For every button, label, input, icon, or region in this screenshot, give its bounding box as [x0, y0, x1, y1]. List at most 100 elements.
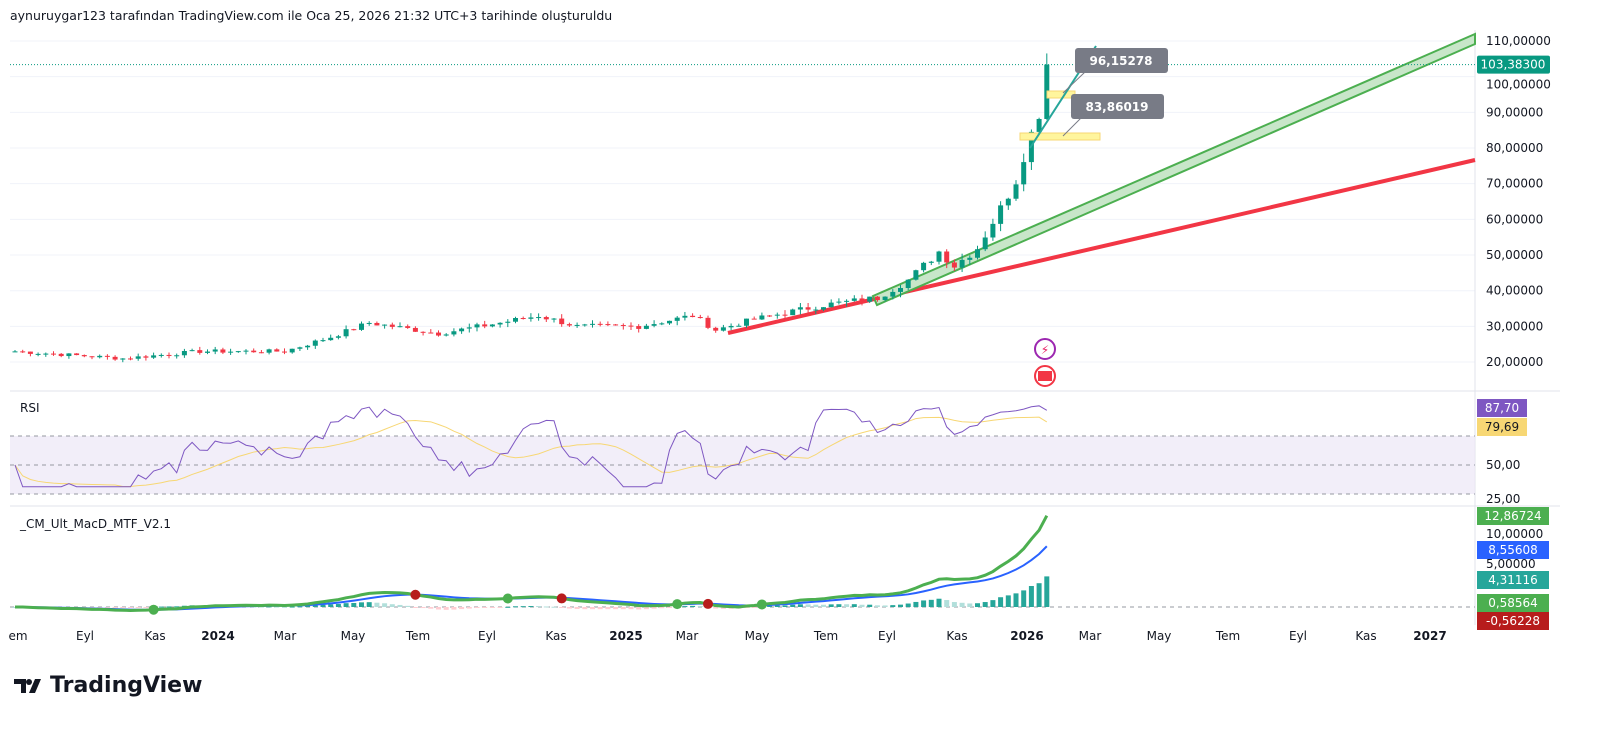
rsi-ma-line	[14, 416, 1048, 488]
tradingview-logo[interactable]: TradingView	[14, 673, 202, 698]
candle	[81, 355, 87, 357]
time-tick: 2025	[609, 629, 642, 643]
candle	[74, 353, 80, 356]
candle	[1013, 184, 1019, 199]
candle	[143, 356, 149, 358]
time-tick: Mar	[274, 629, 297, 643]
callout-box	[1075, 48, 1168, 73]
macd-histogram-bar	[667, 607, 672, 608]
macd-histogram-bar	[320, 604, 326, 607]
macd-histogram-bar	[790, 604, 796, 607]
macd-cross-dot	[148, 604, 159, 615]
macd-histogram-bar	[867, 604, 873, 607]
macd-histogram-bar	[359, 602, 364, 607]
macd-histogram-bar	[297, 606, 303, 608]
macd-histogram-bar	[382, 603, 388, 607]
macd-value-tag	[1477, 507, 1549, 525]
macd-histogram-bar	[967, 603, 973, 607]
candle	[297, 347, 303, 349]
flag-glyph	[1038, 371, 1052, 381]
candle	[674, 317, 680, 321]
price-tick: 110,00000	[1486, 34, 1551, 48]
macd-histogram-bar	[420, 607, 426, 609]
macd-histogram-bar	[921, 600, 927, 607]
macd-histogram-bar	[975, 603, 980, 607]
support-trendline	[727, 158, 1476, 335]
macd-histogram-bar	[898, 604, 903, 607]
candle	[928, 261, 934, 263]
macd-cross-dot	[756, 599, 767, 610]
macd-histogram-bar	[258, 606, 264, 608]
time-tick: Kas	[1355, 629, 1376, 643]
macd-histogram-bar	[636, 607, 642, 610]
macd-histogram-bar	[890, 605, 896, 607]
candle	[566, 324, 572, 326]
candle	[836, 301, 842, 303]
logo-text: TradingView	[50, 673, 203, 698]
time-tick: May	[341, 629, 366, 643]
macd-histogram-bar	[505, 606, 511, 608]
price-tick: 50,00000	[1486, 248, 1543, 262]
candle	[151, 355, 157, 358]
candle	[543, 317, 549, 320]
macd-histogram-bar	[343, 603, 349, 607]
tv-logo-icon	[14, 678, 41, 693]
macd-histogram-bar	[844, 604, 850, 607]
candle	[282, 351, 287, 353]
candle	[474, 324, 480, 328]
rsi-value-tag	[1477, 399, 1527, 417]
macd-histogram-bar	[559, 607, 565, 608]
candle	[243, 350, 249, 352]
candle	[412, 327, 418, 332]
candle	[551, 318, 557, 320]
macd-value-tag	[1477, 612, 1549, 630]
macd-histogram-bar	[528, 606, 534, 608]
candle	[628, 325, 634, 327]
callout-label: 96,15278	[1089, 54, 1152, 68]
macd-histogram-bar	[821, 604, 826, 607]
time-tick: Mar	[676, 629, 699, 643]
time-tick: May	[1147, 629, 1172, 643]
macd-histogram-bar	[620, 607, 626, 610]
candle	[921, 262, 927, 271]
rsi-value-label: 87,70	[1485, 401, 1519, 415]
macd-histogram-bar	[459, 607, 465, 610]
macd-value-label: 8,55608	[1488, 543, 1538, 557]
rsi-value-tag	[1477, 418, 1527, 436]
candle	[459, 328, 465, 332]
macd-histogram-bar	[397, 604, 403, 607]
macd-histogram-bar	[566, 607, 572, 609]
time-tick: 2027	[1413, 629, 1446, 643]
highlight-box	[1046, 90, 1076, 99]
price-tick: 30,00000	[1486, 319, 1543, 333]
macd-histogram-bar	[998, 597, 1004, 607]
candle	[643, 325, 649, 329]
macd-histogram-bar	[266, 606, 272, 608]
highlight-box	[1019, 132, 1101, 141]
candle	[174, 355, 180, 357]
rsi-tick: 50,00	[1486, 458, 1520, 472]
candle	[389, 324, 395, 327]
candle	[374, 322, 380, 326]
candle	[443, 334, 449, 336]
macd-histogram-bar	[651, 607, 657, 609]
candle	[705, 317, 711, 328]
macd-histogram-bar	[536, 606, 542, 608]
candle	[366, 322, 372, 324]
candle	[882, 296, 888, 301]
candle	[351, 329, 357, 331]
macd-tick: 10,00000	[1486, 527, 1543, 541]
candle	[528, 317, 534, 319]
candle	[774, 314, 780, 316]
macd-histogram-bar	[128, 607, 133, 608]
macd-title: _CM_Ult_MacD_MTF_V2.1	[19, 517, 171, 531]
candle	[613, 324, 619, 326]
candle	[135, 356, 141, 359]
candle	[636, 326, 642, 329]
macd-histogram-bar	[659, 607, 665, 609]
candle	[982, 237, 988, 250]
candle	[328, 337, 334, 341]
candle	[559, 318, 565, 325]
candle	[289, 348, 295, 353]
